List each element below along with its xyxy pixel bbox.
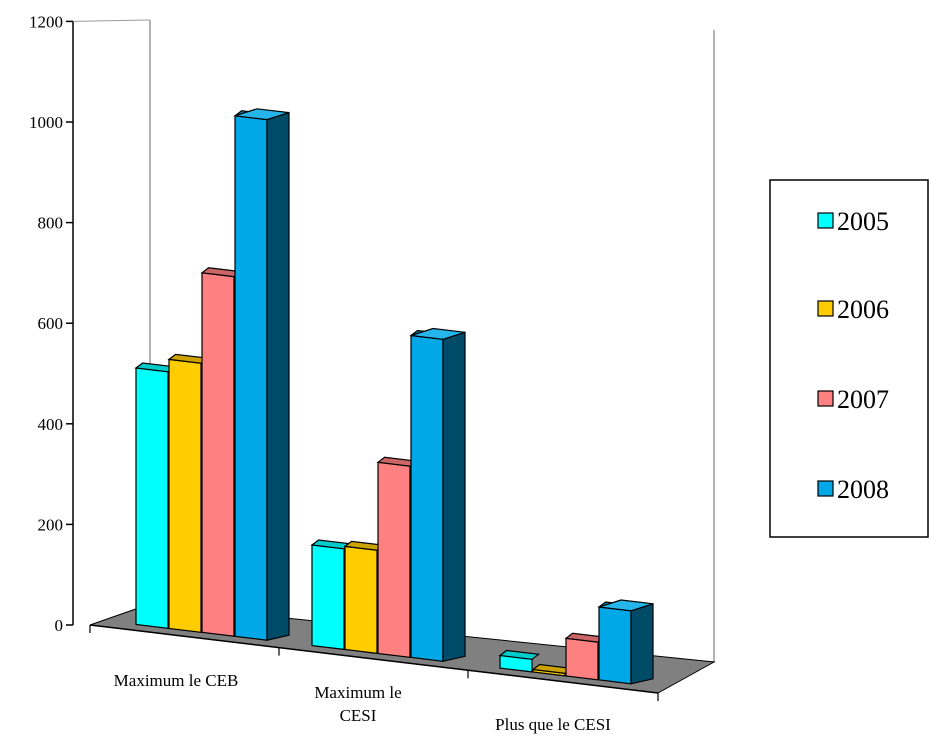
category-label: Maximum le CESI — [314, 683, 401, 725]
y-tick-label: 200 — [38, 515, 64, 534]
bar-2007-2 — [564, 632, 607, 681]
x-axis-line — [89, 624, 659, 694]
bar-front-2006 — [168, 358, 202, 633]
top-edge — [72, 19, 151, 22]
bar-front-2007 — [377, 461, 411, 658]
y-tick-label: 800 — [38, 214, 64, 233]
bar-front-2006 — [344, 545, 378, 655]
bar-2005-0 — [134, 362, 177, 629]
legend-item-2008: 2008 — [817, 475, 889, 504]
category-label: Maximum le CEB — [114, 671, 239, 690]
legend-swatch — [817, 212, 834, 229]
bar-2007-0 — [200, 267, 243, 637]
category-label-line: Maximum le — [314, 683, 401, 702]
x-axis: Maximum le CEB Maximum le CESI Plus que le … — [89, 624, 659, 734]
bar-front-2008 — [410, 334, 444, 662]
legend-swatch — [817, 300, 834, 317]
y-tick-label: 600 — [38, 314, 64, 333]
bar-front-2007 — [201, 272, 235, 637]
legend-label: 2008 — [837, 475, 889, 504]
category-label-line: Plus que le CESI — [495, 715, 611, 734]
category-label-line: CESI — [340, 706, 377, 725]
bar-front-2005 — [135, 367, 169, 629]
category-label: Plus que le CESI — [495, 715, 611, 734]
legend-label: 2006 — [837, 295, 889, 324]
legend-label: 2007 — [837, 385, 889, 414]
y-tick-label: 1000 — [29, 113, 63, 132]
legend-label: 2005 — [837, 207, 889, 236]
bar-front-2008 — [598, 606, 632, 685]
bar-2005-1 — [310, 539, 353, 651]
bar-top-2005 — [498, 649, 541, 660]
legend-swatch — [817, 390, 834, 407]
legend-swatch — [817, 480, 834, 497]
bar-2008-0 — [233, 108, 290, 641]
bar-top-cap-2008 — [410, 327, 466, 340]
legend-item-2005: 2005 — [817, 207, 889, 236]
bar-2007-1 — [376, 456, 419, 658]
bar-front-2008 — [234, 115, 268, 641]
bar-2008-2 — [597, 599, 654, 685]
y-tick-label: 0 — [55, 616, 64, 635]
bar-side-2008 — [630, 602, 654, 685]
y-tick-label: 400 — [38, 415, 64, 434]
bar-front-2007 — [565, 637, 599, 681]
y-tick-label: 1200 — [29, 12, 63, 31]
bar-2005-2 — [498, 649, 541, 673]
bar-top-cap-2008 — [234, 108, 290, 121]
bar-side-2008 — [266, 111, 290, 641]
y-axis: 0 200 400 600 800 1000 1200 — [29, 12, 151, 635]
bar-2006-0 — [167, 353, 210, 633]
back-wall-right-edge — [708, 30, 715, 663]
bar-top-cap-2008 — [598, 599, 654, 612]
legend: 2005 2006 2007 2008 — [769, 179, 929, 538]
category-label-line: Maximum le CEB — [114, 671, 239, 690]
legend-item-2006: 2006 — [817, 295, 889, 324]
bar-side-2008 — [442, 331, 466, 663]
bar-2008-1 — [409, 327, 466, 663]
bars — [134, 108, 654, 685]
bar-front-2005 — [311, 544, 345, 651]
legend-box — [769, 179, 929, 538]
legend-item-2007: 2007 — [817, 385, 889, 414]
